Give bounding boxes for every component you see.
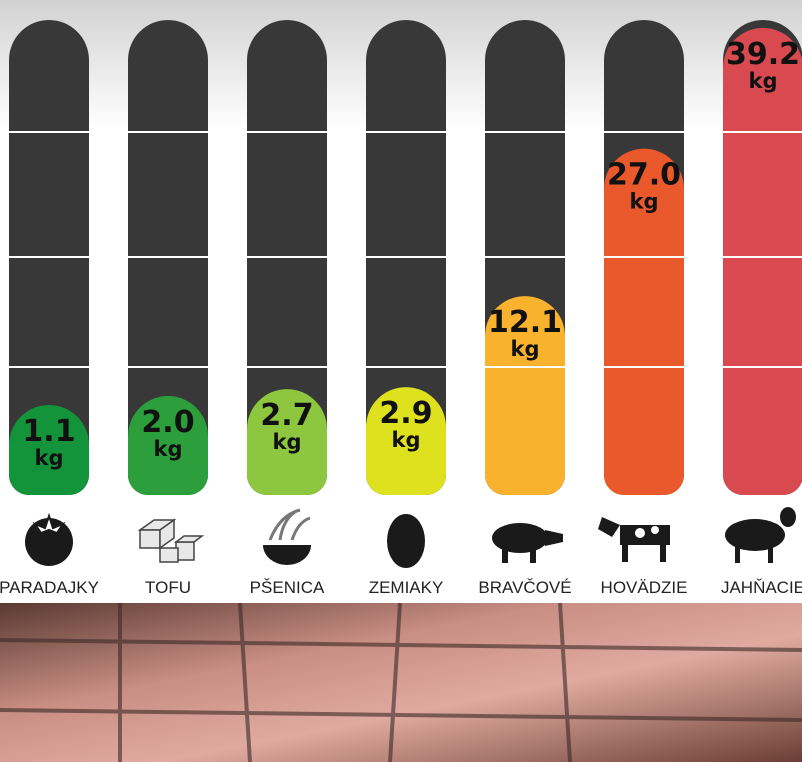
bar: [604, 148, 684, 495]
unit-label: kg: [749, 69, 778, 93]
sheep-icon: [725, 507, 796, 563]
category-label: TOFU: [145, 578, 191, 597]
category-label: HOVÄDZIE: [601, 578, 688, 597]
value-label: 2.0: [141, 405, 194, 440]
pig-icon: [492, 523, 563, 563]
value-label: 2.9: [379, 396, 432, 431]
category-label: JAHŇACIE: [721, 578, 802, 597]
unit-label: kg: [35, 446, 64, 470]
value-label: 39.2: [726, 37, 800, 72]
unit-label: kg: [392, 428, 421, 452]
potato-icon: [387, 514, 425, 568]
labels: 1.1kgPARADAJKY2.0kgTOFU2.7kgPŠENICA2.9kg…: [0, 37, 802, 597]
value-label: 27.0: [607, 158, 681, 193]
bar: [723, 27, 802, 495]
value-label: 1.1: [22, 414, 75, 449]
tomato-icon: [25, 512, 73, 566]
grid-line: [0, 366, 802, 368]
category-label: ZEMIAKY: [369, 578, 444, 597]
grid-lines: [0, 131, 802, 368]
category-label: PARADAJKY: [0, 578, 99, 597]
unit-label: kg: [154, 437, 183, 461]
icons: [25, 507, 796, 568]
bar: [9, 404, 89, 495]
bars: [9, 27, 802, 495]
bar: [366, 387, 446, 495]
unit-label: kg: [511, 337, 540, 361]
value-label: 2.7: [260, 398, 313, 433]
photo: [0, 603, 802, 762]
tofu-icon: [137, 518, 205, 563]
cow-icon: [598, 517, 670, 562]
bar: [485, 296, 565, 495]
wheat-icon: [263, 508, 311, 565]
unit-label: kg: [273, 430, 302, 454]
photo-fence: [0, 602, 802, 762]
category-label: PŠENICA: [250, 578, 325, 597]
grid-line: [0, 131, 802, 133]
bar: [128, 396, 208, 495]
category-label: BRAVČOVÉ: [478, 578, 571, 597]
grid-line: [0, 256, 802, 258]
unit-label: kg: [630, 190, 659, 214]
value-label: 12.1: [488, 305, 562, 340]
bar: [247, 389, 327, 495]
